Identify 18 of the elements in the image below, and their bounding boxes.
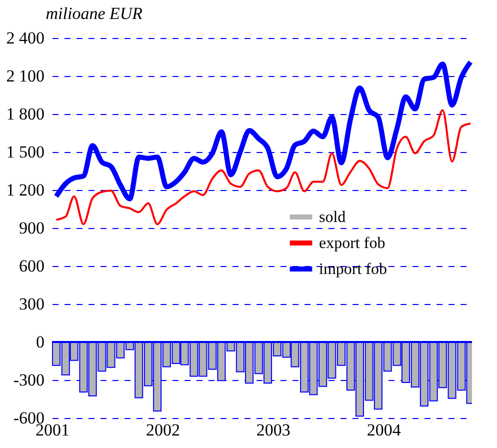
x-tick-label: 2004 xyxy=(366,420,402,440)
legend-label: sold xyxy=(319,209,346,226)
y-tick-label: 1 800 xyxy=(6,104,44,124)
line-series xyxy=(55,109,472,226)
x-tick-label: 2002 xyxy=(146,420,180,440)
y-axis-title: milioane EUR xyxy=(46,4,144,23)
legend-label: export fob xyxy=(319,235,386,252)
y-tick-label: 300 xyxy=(19,294,44,314)
legend-label: import fob xyxy=(319,261,387,278)
y-tick-label: 1 500 xyxy=(6,142,44,162)
y-tick-label: 2 400 xyxy=(6,28,44,48)
y-tick-label: 900 xyxy=(19,218,44,238)
y-tick-label: 2 100 xyxy=(6,66,44,86)
y-tick-label: 0 xyxy=(36,332,44,352)
y-tick-label: -300 xyxy=(13,370,44,390)
x-tick-label: 2003 xyxy=(256,420,290,440)
y-tick-label: 1 200 xyxy=(6,180,44,200)
y-tick-label: 600 xyxy=(19,256,44,276)
